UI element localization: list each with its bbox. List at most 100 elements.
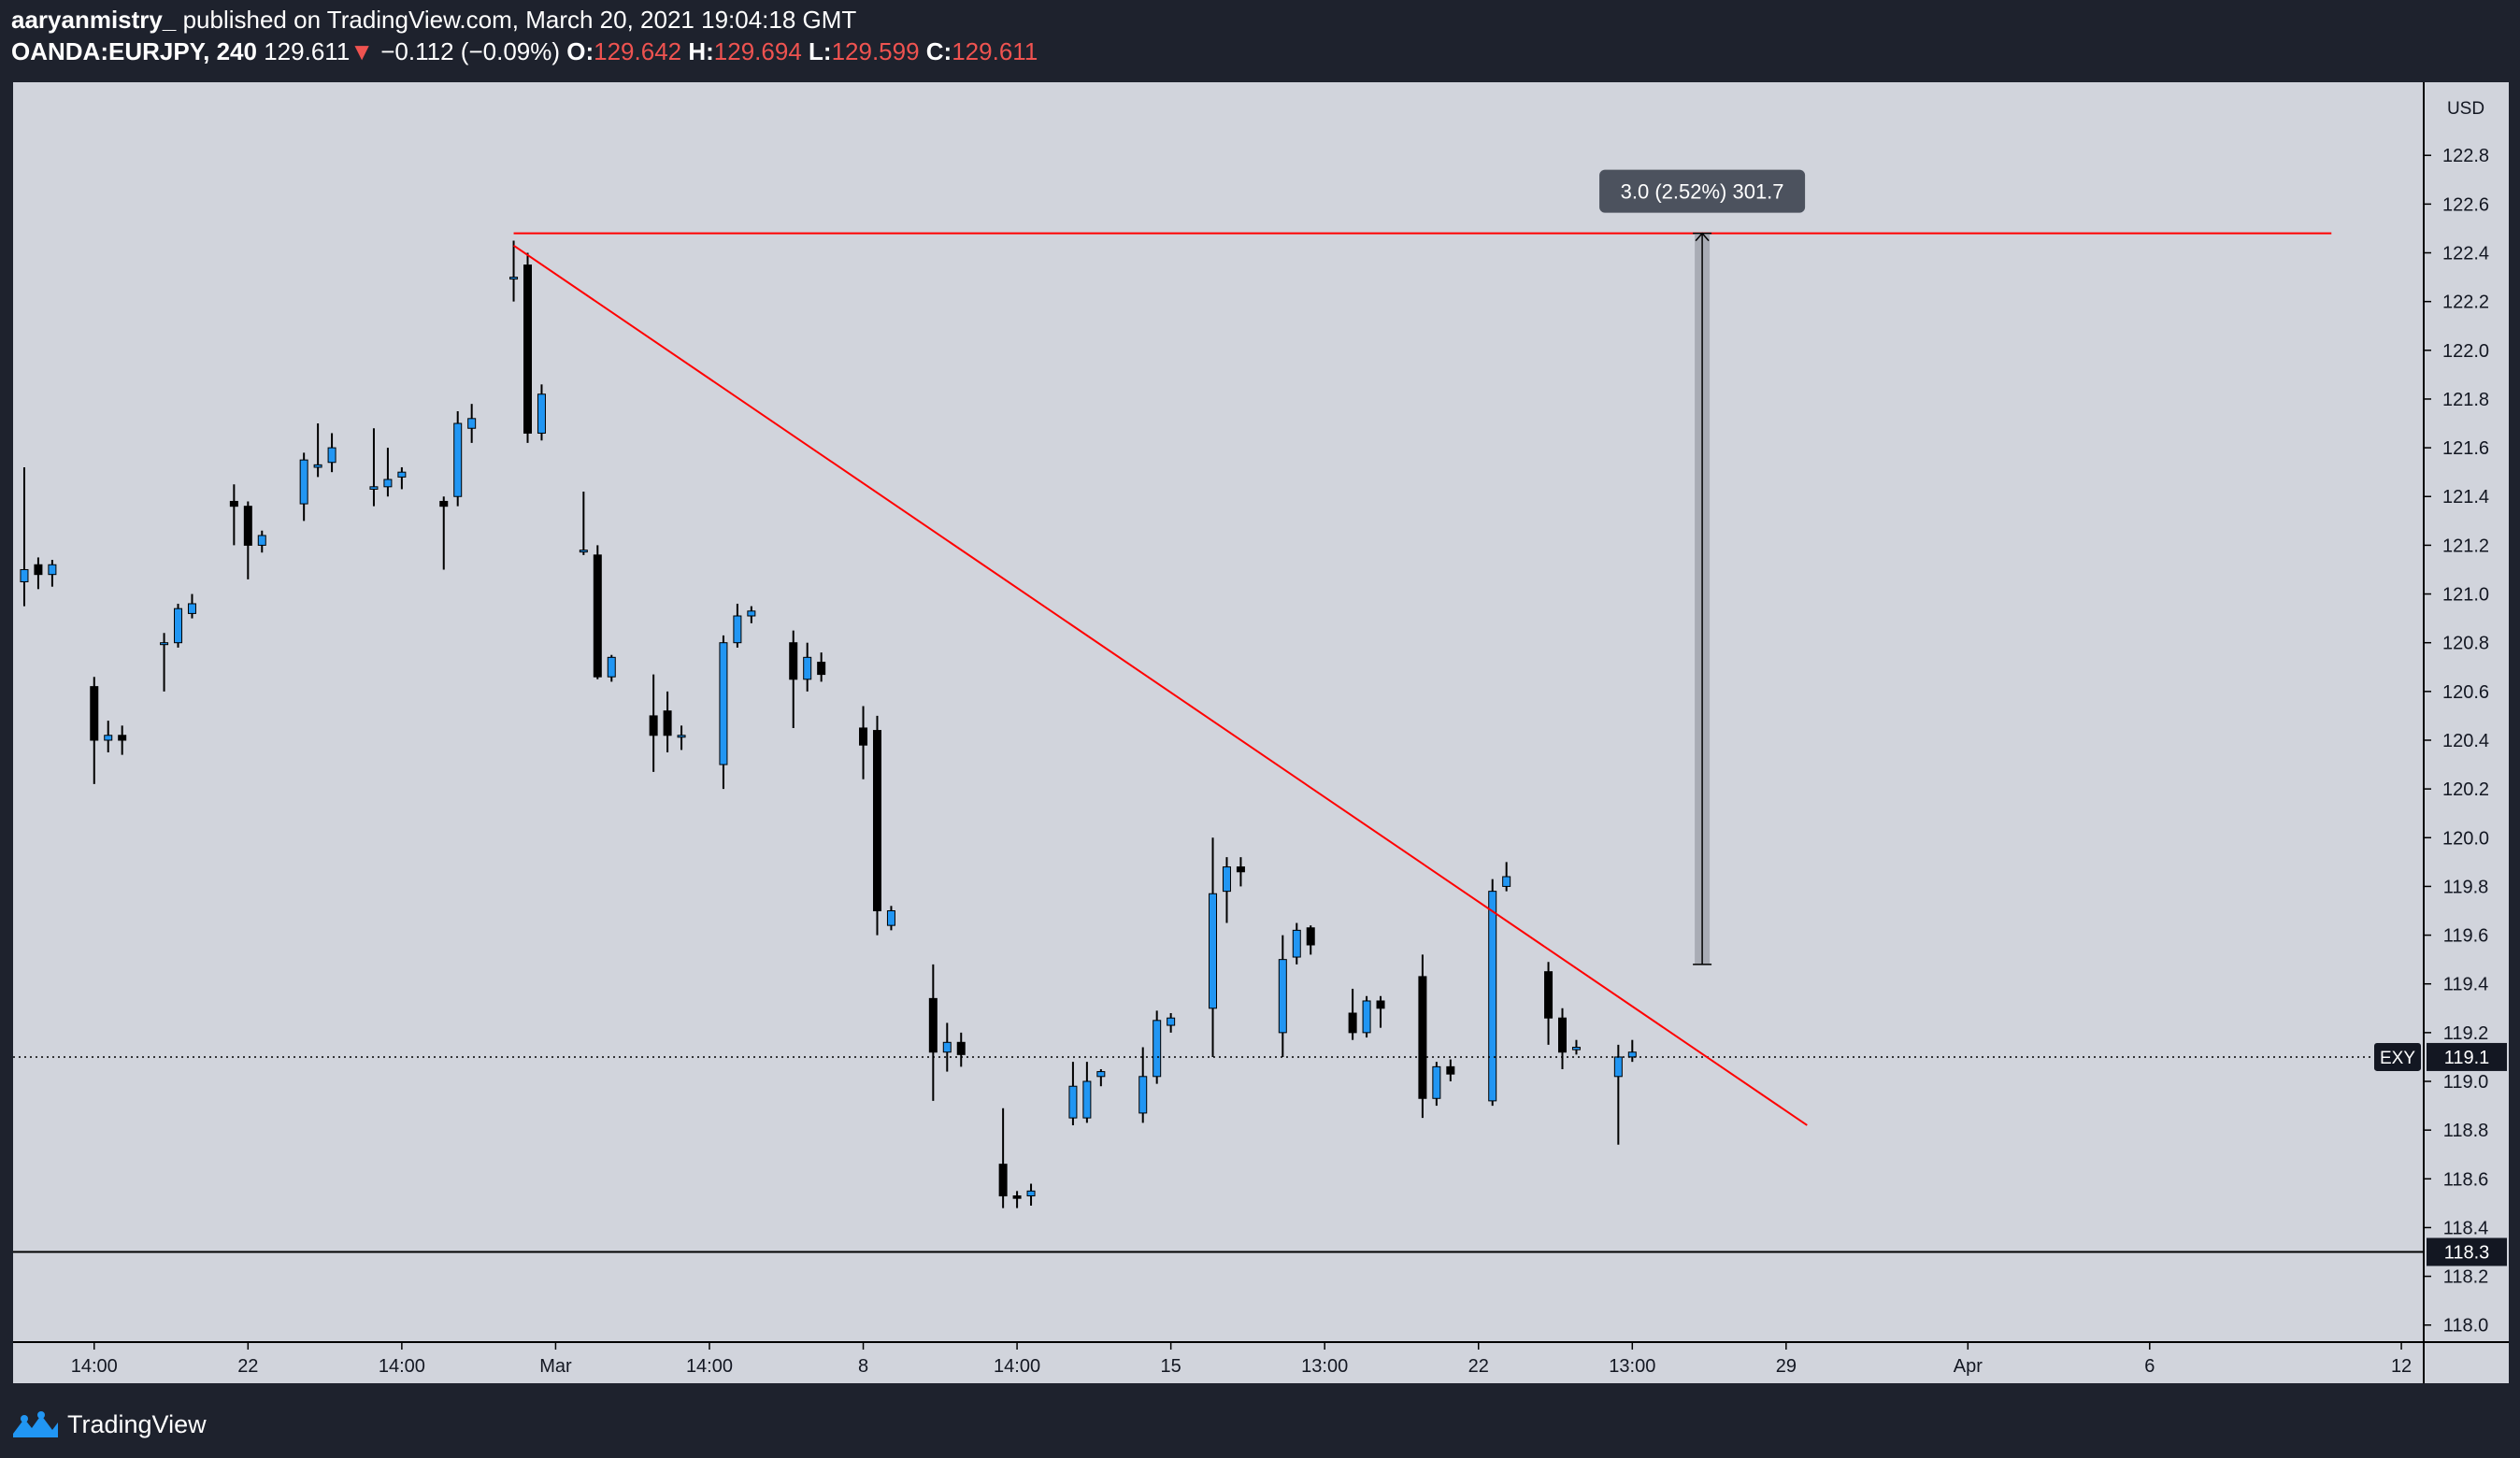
bull-candle — [48, 560, 57, 587]
plot-area[interactable] — [13, 82, 2424, 1342]
candle-body — [1502, 876, 1511, 887]
candle-body — [1571, 1047, 1581, 1051]
candle-body — [677, 735, 686, 738]
bull-candle — [537, 384, 546, 441]
bull-candle — [677, 725, 686, 750]
candle-body — [48, 564, 57, 576]
tradingview-logo-icon — [13, 1411, 58, 1437]
candle-body — [1278, 959, 1287, 1034]
bear-candle — [34, 557, 43, 590]
candle-body — [859, 727, 868, 746]
candle-body — [1544, 971, 1554, 1019]
x-tick-labels: 14:00 22 14:00 Mar 14:00 8 14:00 15 13:00 22 13:00… — [71, 1342, 2412, 1377]
bull-candle — [1068, 1062, 1078, 1125]
candle-body — [243, 506, 252, 546]
bear-candle — [1348, 988, 1357, 1040]
y-tick-label: 121.4 — [2442, 487, 2489, 507]
candle-body — [104, 735, 113, 741]
bear-candle — [1012, 1191, 1022, 1208]
x-tick-label: 14:00 — [379, 1356, 425, 1377]
candle-body — [607, 656, 616, 678]
y-tick-label: 122.8 — [2442, 146, 2489, 166]
y-tick-label: 121.2 — [2442, 536, 2489, 556]
bull-candle — [1278, 935, 1287, 1057]
publish-info: aaryanmistry_ published on TradingView.c… — [11, 6, 856, 35]
candle-body — [1627, 1051, 1637, 1058]
bull-candle — [1026, 1183, 1036, 1206]
bear-candle — [243, 501, 252, 579]
candle-body — [523, 264, 533, 434]
bull-candle — [1292, 922, 1301, 965]
price-range-measure[interactable]: 3.0 (2.52%) 301.7 — [1599, 169, 1806, 965]
candlestick-series — [20, 240, 1637, 1208]
bull-candle — [719, 635, 728, 790]
x-tick-label: 14:00 — [994, 1356, 1040, 1377]
bear-candle — [1418, 954, 1427, 1119]
y-tick-label: 120.6 — [2442, 682, 2489, 703]
low-label: L: — [809, 37, 832, 65]
footer-bar — [0, 1393, 2520, 1458]
candle-body — [817, 662, 826, 676]
bear-candle — [998, 1108, 1008, 1208]
y-tick-label: 122.6 — [2442, 194, 2489, 215]
candle-body — [1292, 929, 1301, 958]
candle-body — [118, 735, 127, 741]
candle-body — [257, 535, 266, 546]
symbol-tag: EXY — [2380, 1049, 2415, 1068]
bear-candle — [859, 706, 868, 779]
y-tick-label: 119.8 — [2443, 877, 2489, 897]
published-text: published on TradingView.com, March 20, … — [182, 6, 857, 34]
brand-text: TradingView — [67, 1409, 207, 1438]
bull-candle — [942, 1022, 952, 1072]
bull-candle — [607, 654, 616, 682]
candle-body — [34, 564, 43, 576]
x-tick-label: 8 — [858, 1356, 868, 1377]
candle-body — [803, 656, 812, 680]
drawing-overlays: 3.0 (2.52%) 301.7 EXY 119.1 118.3 — [13, 169, 2507, 1266]
candle-body — [649, 715, 658, 736]
bear-candle — [523, 252, 533, 443]
y-tick-label: 120.0 — [2442, 828, 2489, 849]
y-tick-label: 122.4 — [2442, 244, 2489, 264]
y-tick-label: 121.6 — [2442, 438, 2489, 459]
candle-body — [579, 550, 588, 553]
measure-arrow-icon — [1695, 232, 1710, 242]
symbol-label[interactable]: OANDA:EURJPY, 240 — [11, 37, 257, 65]
candle-body — [1167, 1017, 1176, 1026]
descending-trendline[interactable] — [512, 244, 1808, 1126]
price-axis[interactable] — [2424, 82, 2509, 1342]
x-tick-label: 29 — [1776, 1356, 1797, 1377]
y-tick-label: 121.0 — [2442, 585, 2489, 606]
x-tick-label: 22 — [1468, 1356, 1489, 1377]
candle-body — [467, 418, 477, 429]
candle-body — [369, 486, 379, 490]
y-tick-label: 119.4 — [2443, 975, 2489, 995]
author-name[interactable]: aaryanmistry_ — [11, 6, 177, 34]
time-axis[interactable] — [13, 1342, 2509, 1383]
candle-body — [229, 500, 238, 507]
candle-body — [90, 686, 99, 741]
bull-candle — [20, 466, 29, 607]
y-tick-label: 118.8 — [2443, 1121, 2489, 1141]
support-price-tag: 118.3 — [2427, 1237, 2507, 1266]
x-tick-label: Apr — [1954, 1356, 1983, 1377]
bull-candle — [1138, 1047, 1148, 1123]
candle-body — [942, 1041, 952, 1053]
candle-body — [1096, 1071, 1106, 1078]
x-tick-label: 15 — [1161, 1356, 1181, 1377]
y-tick-label: 120.4 — [2442, 731, 2489, 751]
bear-candle — [928, 964, 938, 1101]
candle-body — [327, 447, 336, 464]
candle-body — [397, 471, 407, 478]
bull-candle — [299, 452, 308, 522]
bear-candle — [649, 674, 658, 772]
candle-body — [1376, 1000, 1385, 1009]
current-price-box — [2427, 1042, 2507, 1071]
bull-candle — [453, 410, 463, 507]
bull-candle — [1096, 1068, 1106, 1087]
tradingview-brand[interactable]: TradingView — [11, 1406, 207, 1443]
candle-body — [1418, 976, 1427, 1099]
bull-candle — [397, 466, 407, 490]
support-price-box — [2427, 1237, 2507, 1266]
